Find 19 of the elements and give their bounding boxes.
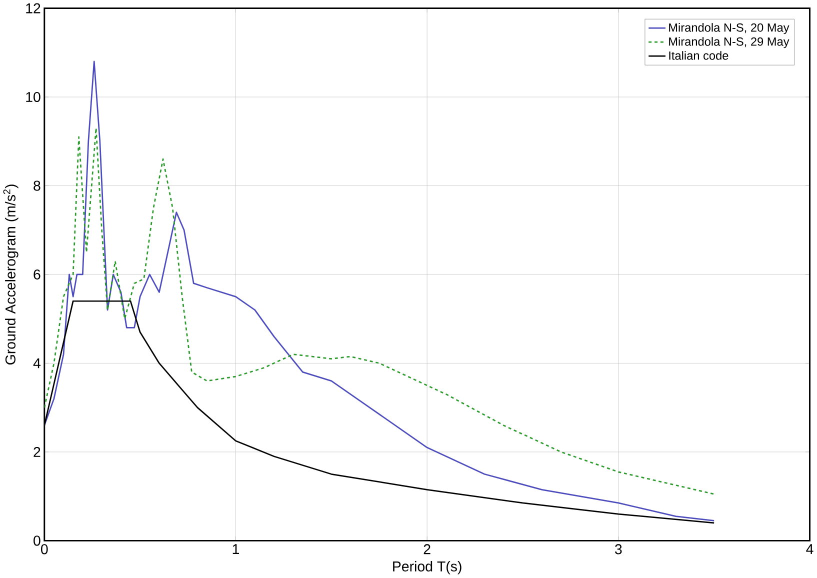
y-axis-title: Ground Accelerogram (m/s$^{2}$) bbox=[3, 184, 18, 365]
y-tick-label: 12 bbox=[26, 4, 40, 14]
x-axis-title: Period T(s) bbox=[393, 561, 462, 574]
legend-label: Mirandola N-S, 20 May bbox=[669, 23, 790, 34]
line-series bbox=[44, 128, 715, 496]
x-tick-label: 1 bbox=[232, 544, 239, 554]
x-tick-label: 3 bbox=[615, 544, 622, 554]
y-tick-label: 2 bbox=[34, 447, 40, 458]
y-tick-label: 6 bbox=[34, 270, 40, 280]
x-tick-label: 0 bbox=[40, 544, 48, 554]
y-tick-label: 8 bbox=[34, 180, 40, 191]
line-series bbox=[44, 61, 715, 522]
legend-label: Mirandola N-S, 29 May bbox=[669, 37, 790, 48]
y-tick-label: 10 bbox=[26, 92, 40, 102]
x-tick-label: 2 bbox=[424, 544, 430, 554]
y-tick-label: 4 bbox=[33, 358, 40, 368]
y-tick-label: 0 bbox=[34, 536, 40, 546]
x-tick-label: 4 bbox=[806, 544, 814, 554]
legend-label: Italian code bbox=[669, 51, 728, 60]
